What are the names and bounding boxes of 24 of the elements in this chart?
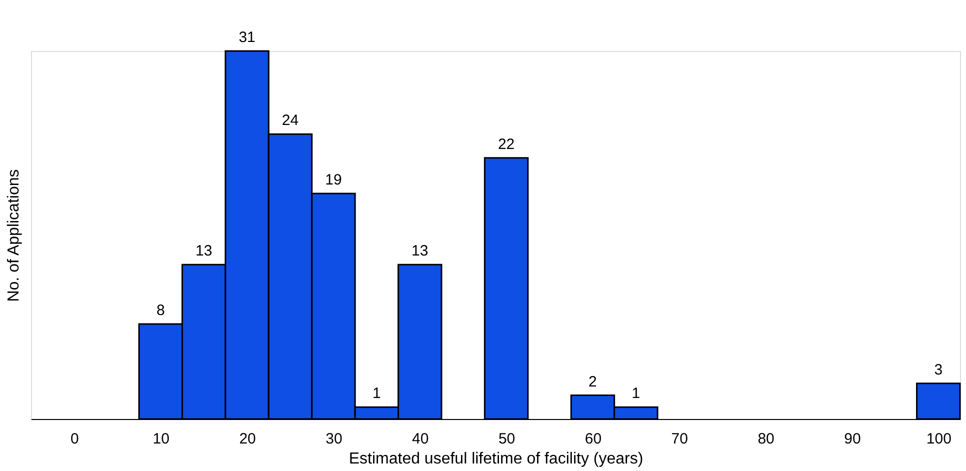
x-tick-label: 70 [671, 430, 688, 448]
data-label: 13 [412, 242, 428, 260]
data-label: 3 [934, 361, 943, 378]
x-tick-label: 30 [326, 430, 342, 448]
data-label: 19 [325, 171, 342, 188]
x-tick-label: 100 [926, 430, 952, 448]
data-label: 13 [195, 242, 212, 260]
x-tick-label: 40 [412, 430, 429, 448]
data-label: 2 [588, 373, 597, 390]
data-label: 31 [238, 29, 256, 46]
x-tick-label: 50 [498, 430, 516, 448]
x-axis-title: Estimated useful lifetime of facility (years) [348, 450, 644, 468]
x-tick-label: 20 [239, 430, 256, 448]
data-label: 1 [372, 385, 381, 402]
x-tick-label: 10 [152, 430, 170, 448]
data-label: 24 [282, 112, 299, 130]
x-tick-label: 0 [70, 430, 79, 448]
data-label: 22 [498, 136, 515, 153]
data-label: 1 [632, 385, 640, 402]
y-axis-title: No. of Applications [6, 169, 22, 302]
x-tick-label: 90 [844, 430, 861, 448]
x-tick-label: 60 [584, 430, 602, 448]
x-tick-label: 80 [758, 430, 774, 448]
data-label: 8 [156, 302, 165, 320]
